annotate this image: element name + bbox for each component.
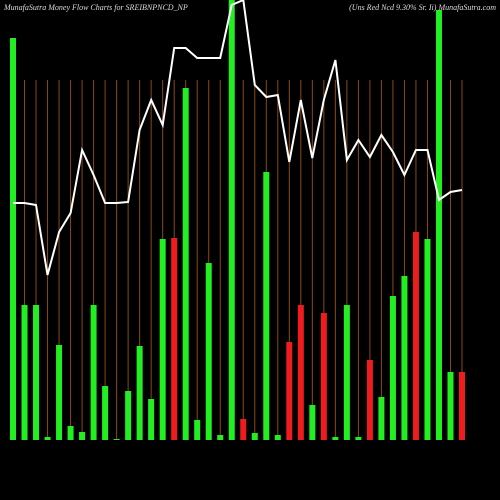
bar <box>56 345 63 440</box>
bar <box>21 305 28 440</box>
bar <box>332 437 339 440</box>
bar <box>67 426 74 440</box>
bar <box>125 391 132 440</box>
bar <box>378 397 385 440</box>
bar <box>102 386 109 440</box>
chart-title: MunafaSutra Money Flow Charts for SREIBN… <box>3 3 188 12</box>
bar <box>412 232 419 440</box>
bar <box>447 372 454 440</box>
bar <box>10 38 16 440</box>
bar <box>90 305 97 440</box>
bar <box>459 372 465 440</box>
bar <box>113 439 120 440</box>
bar <box>33 305 40 440</box>
bar <box>320 313 327 440</box>
bar <box>286 342 293 440</box>
bar <box>205 263 212 440</box>
bar <box>228 0 235 440</box>
bar <box>263 172 270 440</box>
bar <box>274 435 281 440</box>
bar <box>435 10 442 440</box>
bar <box>148 399 155 440</box>
bar <box>343 305 350 440</box>
bar <box>194 420 201 440</box>
bar <box>366 360 373 440</box>
bar <box>79 432 86 440</box>
bar <box>309 405 316 440</box>
bar <box>297 305 304 440</box>
money-flow-line <box>13 0 463 276</box>
bar <box>355 437 362 440</box>
bar <box>182 88 189 440</box>
bar <box>136 346 143 440</box>
bar <box>401 276 408 440</box>
bar <box>171 238 178 440</box>
chart-subtitle: (Uns Red Ncd 9.30% Sr. Ii) MunafaSutra.c… <box>349 3 496 12</box>
bar <box>251 433 258 440</box>
bar <box>44 437 51 440</box>
bar <box>217 435 224 440</box>
bar <box>159 239 166 440</box>
bar <box>240 419 247 440</box>
bar <box>389 296 396 440</box>
bar <box>424 239 431 440</box>
